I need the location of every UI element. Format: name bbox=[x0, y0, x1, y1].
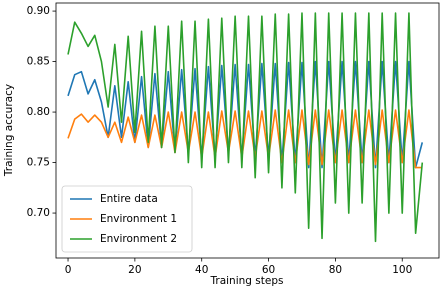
x-tick-label: 20 bbox=[128, 264, 141, 276]
y-tick-label: 0.75 bbox=[27, 157, 50, 169]
series-line bbox=[67, 12, 424, 243]
x-tick-label: 0 bbox=[65, 264, 72, 276]
legend-label: Entire data bbox=[100, 193, 158, 205]
y-tick-label: 0.70 bbox=[27, 207, 50, 219]
y-tick-label: 0.80 bbox=[27, 106, 50, 118]
legend-label: Environment 1 bbox=[100, 213, 177, 225]
y-tick-label: 0.85 bbox=[27, 56, 50, 68]
x-tick-label: 60 bbox=[262, 264, 275, 276]
x-tick-label: 80 bbox=[329, 264, 342, 276]
legend-label: Environment 2 bbox=[100, 233, 177, 245]
y-tick-label: 0.90 bbox=[27, 5, 50, 17]
legend-box bbox=[61, 185, 193, 253]
y-axis-label: Training accuracy bbox=[3, 84, 15, 177]
x-tick-label: 100 bbox=[392, 264, 412, 276]
plot-frame bbox=[55, 2, 440, 259]
x-axis-label: Training steps bbox=[210, 275, 284, 287]
series-line bbox=[67, 60, 424, 169]
x-tick-label: 40 bbox=[195, 264, 208, 276]
